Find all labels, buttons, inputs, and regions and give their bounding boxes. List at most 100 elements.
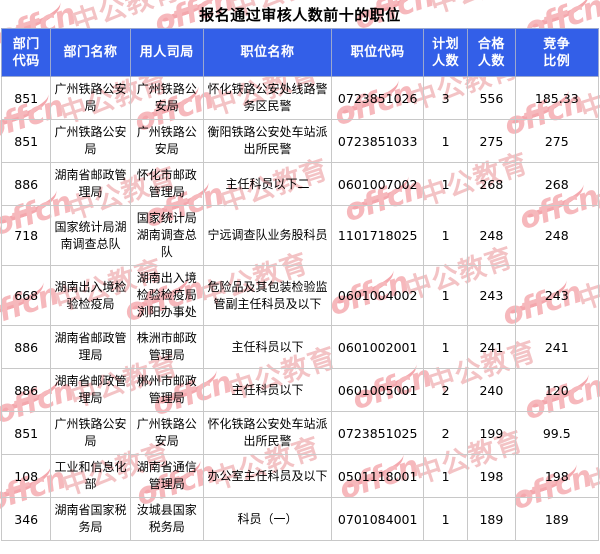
cell-bureau: 广州铁路公安局 [129,76,204,120]
cell-dept_code: 886 [0,162,52,206]
cell-job_code: 0723851025 [331,411,424,455]
table-row: 668 湖南出入境检验检疫局 湖南出入境检验检疫局浏阳办事处 危险品及其包装检验监管副… [0,265,600,326]
cell-dept_name: 湖南省国家税务局 [50,497,131,541]
cell-bureau: 国家统计局湖南调查总队 [129,205,204,266]
cell-pass_count: 243 [467,265,516,326]
cell-dept_code: 718 [0,205,52,266]
cell-dept_name: 广州铁路公安局 [50,76,131,120]
cell-pass_count: 198 [467,454,516,498]
table-row: 886 湖南省邮政管理局 郴州市邮政管理局 主任科员以下 0601005001 2 240 1… [0,368,600,412]
cell-ratio: 120 [514,368,600,412]
cell-plan_count: 1 [422,497,469,541]
cell-ratio: 99.5 [514,411,600,455]
cell-dept_name: 湖南出入境检验检疫局 [50,265,131,326]
column-header-line2: 比例 [543,53,571,69]
column-header-pass_count: 合格 人数 [467,28,516,77]
cell-pass_count: 248 [467,205,516,266]
cell-job_code: 0501118001 [331,454,424,498]
cell-job_code: 0723851026 [331,76,424,120]
cell-bureau: 株洲市邮政管理局 [129,325,204,369]
cell-plan_count: 1 [422,454,469,498]
cell-pass_count: 240 [467,368,516,412]
cell-dept_name: 国家统计局湖南调查总队 [50,205,131,266]
cell-dept_name: 湖南省邮政管理局 [50,325,131,369]
table-head: 部门 代码 部门名称 用人司局 职位名称 职位代码 计划 人数 合格 人数 竞争 比例 [0,28,600,77]
cell-bureau: 怀化市邮政管理局 [129,162,204,206]
cell-job_code: 0601007002 [331,162,424,206]
cell-bureau: 广州铁路公安局 [129,119,204,163]
cell-dept_name: 湖南省邮政管理局 [50,162,131,206]
cell-pass_count: 268 [467,162,516,206]
cell-plan_count: 1 [422,205,469,266]
cell-job_name: 宁远调查队业务股科员 [202,205,333,266]
cell-ratio: 248 [514,205,600,266]
cell-job_code: 0723851033 [331,119,424,163]
cell-pass_count: 556 [467,76,516,120]
table-row: 886 湖南省邮政管理局 怀化市邮政管理局 主任科员以下二 0601007002 1 268… [0,162,600,206]
cell-plan_count: 1 [422,162,469,206]
cell-dept_name: 广州铁路公安局 [50,119,131,163]
cell-pass_count: 199 [467,411,516,455]
cell-ratio: 185.33 [514,76,600,120]
cell-job_name: 危险品及其包装检验监管副主任科员及以下 [202,265,333,326]
table-row: 851 广州铁路公安局 广州铁路公安局 怀化铁路公安处车站派出所民警 072385102… [0,411,600,455]
column-header-line1: 竞争 [543,36,571,52]
table-row: 886 湖南省邮政管理局 株洲市邮政管理局 主任科员以下 0601002001 1 241 2… [0,325,600,369]
cell-plan_count: 1 [422,265,469,326]
column-header-line1: 部门 [12,36,40,52]
table-row: 346 湖南省国家税务局 汝城县国家税务局 科员（一） 0701084001 1 189 18… [0,497,600,541]
page-title: 报名通过审核人数前十的职位 [199,6,401,24]
column-header-bureau: 用人司局 [129,28,204,77]
table-container: 部门 代码 部门名称 用人司局 职位名称 职位代码 计划 人数 合格 人数 竞争 比例 851 广州铁路… [0,28,600,541]
cell-ratio: 243 [514,265,600,326]
cell-job_name: 主任科员以下 [202,325,333,369]
cell-dept_code: 886 [0,325,52,369]
table-header-row: 部门 代码 部门名称 用人司局 职位名称 职位代码 计划 人数 合格 人数 竞争 比例 [0,28,600,77]
table-row: 851 广州铁路公安局 广州铁路公安局 衡阳铁路公安处车站派出所民警 072385103… [0,119,600,163]
table-row: 851 广州铁路公安局 广州铁路公安局 怀化铁路公安处线路警务区民警 072385102… [0,76,600,120]
cell-dept_code: 851 [0,411,52,455]
cell-job_name: 办公室主任科员及以下 [202,454,333,498]
cell-dept_code: 108 [0,454,52,498]
column-header-line1: 合格 [477,36,505,52]
positions-table: 部门 代码 部门名称 用人司局 职位名称 职位代码 计划 人数 合格 人数 竞争 比例 851 广州铁路… [0,28,600,541]
table-body: 851 广州铁路公安局 广州铁路公安局 怀化铁路公安处线路警务区民警 072385102… [0,76,600,541]
cell-job_name: 主任科员以下 [202,368,333,412]
cell-job_name: 科员（一） [202,497,333,541]
cell-job_code: 0601004002 [331,265,424,326]
cell-bureau: 湖南出入境检验检疫局浏阳办事处 [129,265,204,326]
cell-dept_name: 广州铁路公安局 [50,411,131,455]
column-header-job_name: 职位名称 [202,28,333,77]
cell-bureau: 汝城县国家税务局 [129,497,204,541]
cell-bureau: 郴州市邮政管理局 [129,368,204,412]
cell-ratio: 268 [514,162,600,206]
cell-bureau: 广州铁路公安局 [129,411,204,455]
cell-job_name: 怀化铁路公安处车站派出所民警 [202,411,333,455]
cell-dept_code: 346 [0,497,52,541]
cell-job_code: 0601002001 [331,325,424,369]
cell-pass_count: 241 [467,325,516,369]
cell-job_name: 主任科员以下二 [202,162,333,206]
cell-job_code: 1101718025 [331,205,424,266]
column-header-dept_name: 部门名称 [50,28,131,77]
cell-ratio: 198 [514,454,600,498]
table-row: 108 工业和信息化部 湖南省通信管理局 办公室主任科员及以下 0501118001 1 1… [0,454,600,498]
cell-plan_count: 3 [422,76,469,120]
cell-pass_count: 275 [467,119,516,163]
cell-plan_count: 1 [422,119,469,163]
column-header-line2: 人数 [477,53,505,69]
column-header-line1: 计划 [432,36,460,52]
cell-bureau: 湖南省通信管理局 [129,454,204,498]
cell-ratio: 189 [514,497,600,541]
cell-job_code: 0701084001 [331,497,424,541]
cell-job_name: 衡阳铁路公安处车站派出所民警 [202,119,333,163]
cell-job_code: 0601005001 [331,368,424,412]
cell-dept_code: 851 [0,76,52,120]
cell-plan_count: 1 [422,325,469,369]
cell-plan_count: 2 [422,411,469,455]
cell-ratio: 275 [514,119,600,163]
table-row: 718 国家统计局湖南调查总队 国家统计局湖南调查总队 宁远调查队业务股科员 11017… [0,205,600,266]
cell-dept_name: 工业和信息化部 [50,454,131,498]
column-header-job_code: 职位代码 [331,28,424,77]
